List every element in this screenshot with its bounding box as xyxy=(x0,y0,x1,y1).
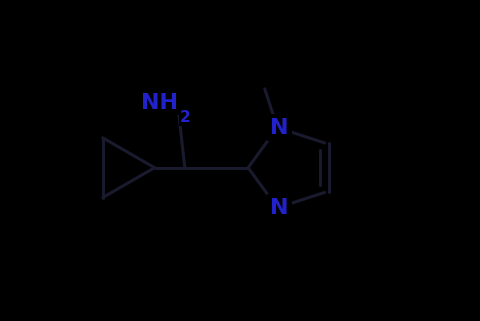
Text: N: N xyxy=(271,117,289,138)
Text: N: N xyxy=(271,198,289,218)
Text: NH: NH xyxy=(141,93,178,113)
Text: 2: 2 xyxy=(180,110,191,125)
